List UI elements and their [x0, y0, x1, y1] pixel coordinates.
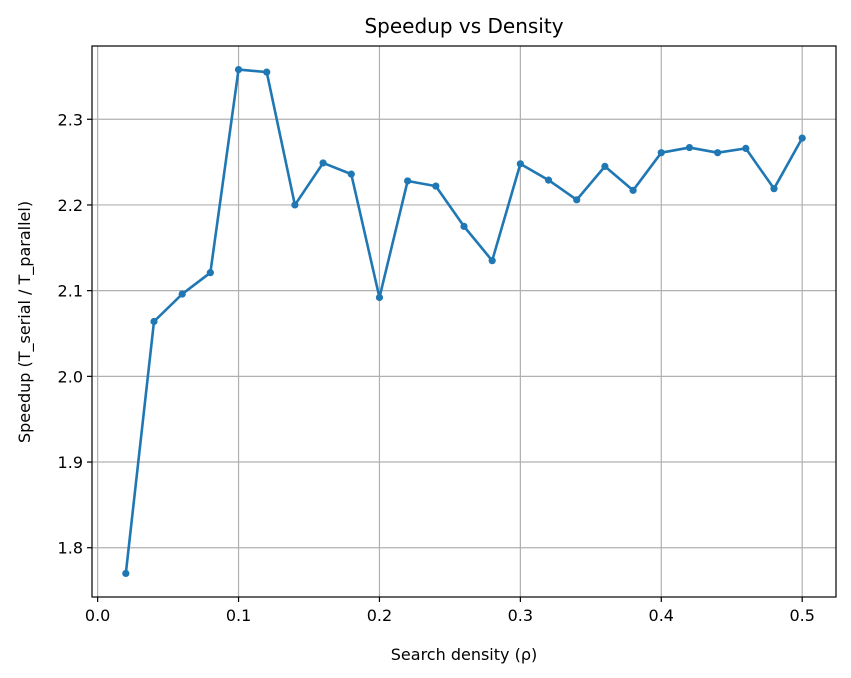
data-point [319, 159, 327, 167]
x-tick-label: 0.1 [226, 606, 251, 625]
data-point [234, 65, 243, 74]
y-tick-label: 2.3 [58, 110, 83, 129]
data-point [798, 134, 806, 142]
data-point [375, 293, 384, 302]
tick-layer: 0.0 0.1 0.2 0.3 0.4 0.5 1.8 1.9 2.0 2.1 2.2 2.3 [58, 110, 815, 625]
data-point [291, 201, 299, 209]
x-tick-label: 0.3 [508, 606, 533, 625]
x-tick-label: 0.2 [367, 606, 392, 625]
data-point [629, 186, 637, 194]
data-point [432, 182, 440, 190]
y-axis-label: Speedup (T_serial / T_parallel) [15, 201, 35, 443]
y-tick-label: 2.1 [58, 282, 83, 301]
data-point [770, 185, 778, 193]
series-line [124, 68, 804, 574]
data-point [742, 144, 750, 153]
data-point [714, 149, 722, 157]
data-point [460, 222, 468, 230]
data-point [573, 196, 581, 204]
plot-frame [91, 45, 837, 598]
data-point [685, 143, 694, 152]
x-tick-label: 0.4 [649, 606, 674, 625]
grid-layer [92, 46, 836, 597]
y-tick-label: 1.8 [58, 539, 83, 558]
data-point [544, 176, 553, 184]
data-point [404, 177, 412, 185]
y-tick-label: 1.9 [58, 453, 83, 472]
x-tick-label: 0.5 [789, 606, 814, 625]
chart-title: Speedup vs Density [364, 14, 563, 38]
data-point [488, 257, 496, 265]
data-point [122, 569, 130, 578]
series-layer [122, 65, 806, 578]
y-tick-label: 2.2 [58, 196, 83, 215]
data-point [263, 68, 271, 76]
data-point [347, 170, 355, 178]
data-point [150, 317, 158, 326]
y-tick-label: 2.0 [58, 367, 83, 386]
x-axis-label: Search density (ρ) [391, 645, 537, 664]
data-point [601, 162, 609, 170]
data-point [178, 290, 186, 298]
data-point [516, 160, 524, 168]
x-tick-label: 0.0 [85, 606, 110, 625]
data-point [206, 269, 214, 277]
data-point [657, 149, 665, 157]
